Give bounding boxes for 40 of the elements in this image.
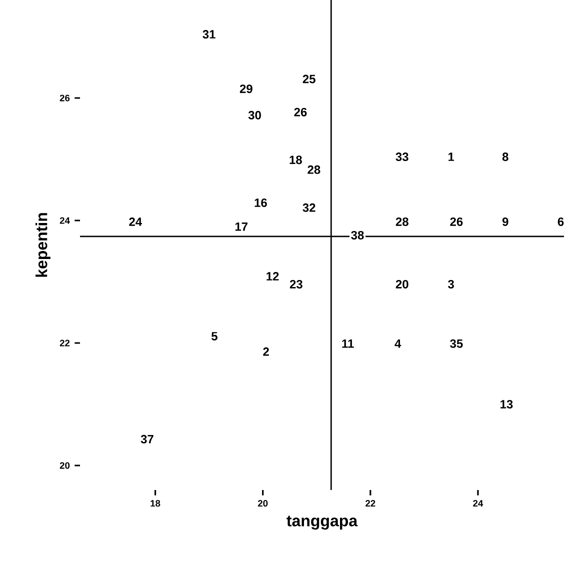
annotation: 18: [290, 156, 302, 164]
annotation: 38: [351, 230, 364, 240]
annotation: 9: [502, 217, 508, 226]
annotation: 32: [302, 203, 316, 212]
annotation: 12: [266, 272, 279, 280]
annotation: 37: [140, 434, 154, 444]
annotation: 29: [240, 84, 252, 94]
annotation: 16: [254, 198, 267, 207]
x-tick-label: 18: [150, 500, 160, 507]
annotation: 28: [308, 165, 320, 174]
y-tick-label: 22: [60, 340, 70, 346]
x-tick-label: 22: [366, 500, 376, 507]
annotation: 30: [248, 110, 261, 120]
annotation: 35: [450, 339, 463, 348]
annotation: 5: [211, 332, 218, 340]
annotation: 13: [500, 400, 513, 408]
annotation: 17: [235, 222, 248, 231]
annotation: 26: [450, 217, 463, 226]
annotation: 25: [302, 74, 316, 84]
annotation: 20: [396, 280, 408, 288]
y-tick-label: 24: [60, 217, 70, 224]
annotation: 24: [129, 218, 142, 226]
annotation: 6: [558, 217, 564, 226]
x-axis-title: tanggapa: [286, 516, 358, 530]
annotation: 4: [394, 339, 402, 348]
annotation: 31: [202, 30, 216, 39]
annotation: 8: [502, 152, 508, 162]
annotation: 28: [396, 217, 408, 226]
annotation: 11: [342, 339, 354, 348]
annotation: 3: [448, 280, 454, 288]
annotation: 2: [263, 347, 269, 356]
x-tick-label: 24: [473, 500, 484, 507]
annotation: 33: [396, 152, 408, 162]
y-tick-label: 20: [60, 462, 70, 469]
annotation: 1: [448, 152, 454, 161]
annotation: 23: [290, 280, 302, 288]
y-axis-title: kepentin: [36, 213, 50, 277]
x-tick-label: 20: [258, 500, 268, 507]
annotation: 26: [294, 108, 307, 116]
y-tick-label: 26: [60, 94, 70, 102]
